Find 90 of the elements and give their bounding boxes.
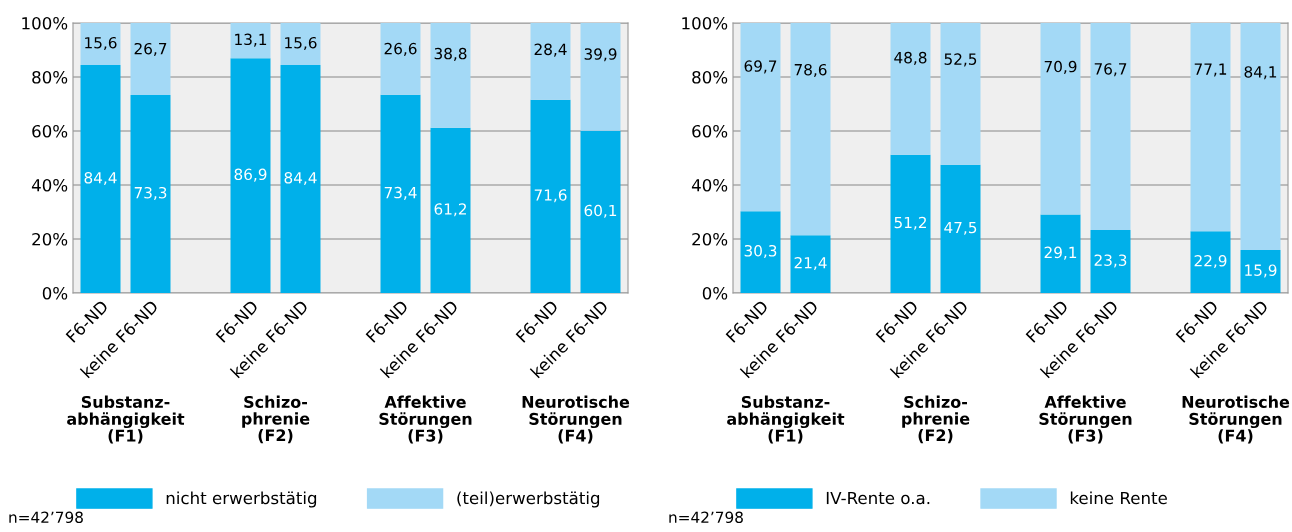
- y-tick-label: 20%: [32, 232, 68, 246]
- text: Neurotische Störungen (F4): [522, 395, 630, 444]
- bar: [530, 23, 571, 100]
- data-label: 22,9: [1194, 254, 1227, 269]
- bar: [280, 23, 321, 66]
- bar: [230, 23, 271, 59]
- y-tick-label: 100%: [682, 16, 728, 30]
- data-label: 60,1: [584, 204, 617, 218]
- bar: [230, 58, 271, 293]
- data-label: 26,6: [384, 42, 417, 56]
- y-tick-label: 40%: [31, 178, 68, 192]
- bar: [430, 127, 471, 293]
- data-label: 51,2: [894, 216, 926, 230]
- data-label: 15,9: [1245, 264, 1277, 278]
- bar: [580, 130, 621, 293]
- data-label: 61,2: [434, 203, 466, 217]
- y-tick-label: 0%: [702, 286, 728, 300]
- text: Substanz- abhängigkeit (F1): [67, 395, 185, 444]
- text: Affektive Störungen (F3): [1039, 395, 1132, 444]
- data-label: 30,3: [744, 244, 777, 259]
- bar: [1040, 214, 1081, 293]
- bar: [1090, 230, 1131, 293]
- data-label: 15,6: [85, 36, 117, 51]
- data-label: 47,5: [944, 221, 977, 235]
- y-tick-label: 80%: [32, 70, 68, 84]
- y-tick-label: 0%: [42, 286, 68, 300]
- legend-label: keine Rente: [1070, 491, 1167, 505]
- bar: [380, 94, 421, 293]
- bar: [80, 23, 121, 66]
- bar: [940, 23, 981, 165]
- bar: [940, 164, 981, 293]
- text: n=42’798: [669, 511, 743, 524]
- data-label: 23,3: [1094, 254, 1127, 268]
- data-label: 39,9: [584, 48, 617, 62]
- legend-label: (teil)erwerbstätig: [457, 491, 600, 508]
- data-label: 71,6: [534, 189, 567, 203]
- y-tick-label: 40%: [691, 178, 728, 192]
- data-label: 84,4: [84, 171, 117, 186]
- y-tick-label: 60%: [692, 124, 728, 138]
- bar: [890, 23, 931, 155]
- data-label: 21,4: [794, 256, 827, 271]
- bar: [530, 99, 571, 293]
- bar: [1190, 23, 1231, 232]
- text: Affektive Störungen (F3): [379, 395, 472, 444]
- bar: [130, 95, 171, 293]
- data-label: 70,9: [1044, 60, 1077, 74]
- data-label: 26,7: [134, 42, 167, 57]
- y-tick-label: 100%: [22, 16, 68, 30]
- data-label: 15,6: [285, 36, 317, 51]
- bar: [1240, 250, 1281, 293]
- data-label: 69,7: [744, 60, 777, 74]
- bar: [790, 23, 831, 236]
- bar: [1240, 23, 1281, 251]
- data-label: 73,4: [384, 186, 417, 200]
- legend-label: nicht erwerbstätig: [166, 491, 317, 508]
- bar: [580, 23, 621, 131]
- y-tick-label: 20%: [692, 232, 728, 246]
- bar: [280, 65, 321, 293]
- bar: [740, 23, 781, 212]
- bar: [380, 23, 421, 95]
- data-label: 48,8: [894, 51, 927, 65]
- data-label: 38,8: [434, 47, 467, 61]
- bar: [1190, 231, 1231, 293]
- data-label: 78,6: [794, 63, 827, 78]
- text: Schizo- phrenie (F2): [902, 395, 970, 444]
- bar: [130, 23, 171, 96]
- bar: [1090, 23, 1131, 231]
- text: Substanz- abhängigkeit (F1): [727, 395, 845, 444]
- data-label: 29,1: [1044, 246, 1077, 260]
- data-label: 84,4: [284, 171, 317, 186]
- text: n=42’798: [9, 511, 83, 524]
- bar: [890, 154, 931, 293]
- data-label: 77,1: [1194, 63, 1227, 77]
- data-label: 86,9: [234, 168, 267, 182]
- y-tick-label: 60%: [32, 124, 68, 138]
- data-label: 73,3: [134, 186, 167, 201]
- bar: [740, 211, 781, 293]
- text: Schizo- phrenie (F2): [242, 395, 310, 444]
- data-label: 84,1: [1244, 66, 1277, 80]
- data-label: 13,1: [235, 33, 267, 47]
- text: Neurotische Störungen (F4): [1182, 395, 1290, 444]
- legend-label: IV-Rente o.a.: [826, 491, 930, 505]
- y-tick-label: 80%: [692, 70, 728, 84]
- bar: [1040, 23, 1081, 215]
- data-label: 28,4: [534, 43, 567, 57]
- data-label: 76,7: [1094, 63, 1127, 77]
- bar: [80, 65, 121, 293]
- bar: [790, 235, 831, 293]
- data-label: 52,5: [944, 53, 977, 67]
- bar: [430, 23, 471, 128]
